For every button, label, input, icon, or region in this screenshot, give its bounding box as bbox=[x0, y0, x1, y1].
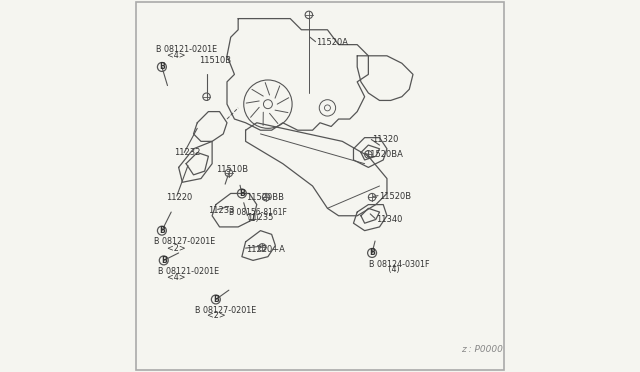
Text: B 08124-0301F: B 08124-0301F bbox=[369, 260, 429, 269]
Text: 11220+A: 11220+A bbox=[246, 245, 284, 254]
Text: <2>: <2> bbox=[162, 244, 186, 253]
Text: B: B bbox=[159, 62, 164, 71]
Text: 11510B: 11510B bbox=[216, 165, 249, 174]
Text: 11235: 11235 bbox=[248, 213, 274, 222]
Text: <2>: <2> bbox=[202, 311, 225, 320]
Text: 11220: 11220 bbox=[166, 193, 192, 202]
Text: (1): (1) bbox=[236, 214, 259, 223]
Text: 11520BB: 11520BB bbox=[246, 193, 284, 202]
Text: <4>: <4> bbox=[162, 273, 186, 282]
Text: B: B bbox=[213, 295, 219, 304]
Text: B 08156-8161F: B 08156-8161F bbox=[229, 208, 287, 217]
Text: B 08121-0201E: B 08121-0201E bbox=[156, 45, 218, 54]
Text: 11232: 11232 bbox=[174, 148, 200, 157]
Text: B: B bbox=[159, 226, 164, 235]
Text: B: B bbox=[369, 248, 375, 257]
Text: 11520B: 11520B bbox=[379, 192, 411, 201]
Text: 11520A: 11520A bbox=[316, 38, 348, 47]
Text: B 08121-0201E: B 08121-0201E bbox=[158, 267, 220, 276]
Text: B 08127-0201E: B 08127-0201E bbox=[154, 237, 216, 246]
Text: 11233: 11233 bbox=[209, 206, 235, 215]
Text: 11340: 11340 bbox=[376, 215, 402, 224]
Text: 11320: 11320 bbox=[372, 135, 399, 144]
Text: B 08127-0201E: B 08127-0201E bbox=[195, 306, 257, 315]
Text: B: B bbox=[161, 256, 166, 265]
Text: <4>: <4> bbox=[162, 51, 186, 60]
Text: 11510B: 11510B bbox=[199, 56, 231, 65]
Text: 11520BA: 11520BA bbox=[365, 150, 403, 159]
Text: z : P0000: z : P0000 bbox=[461, 345, 503, 354]
Text: B: B bbox=[239, 189, 244, 198]
Text: (4): (4) bbox=[376, 265, 399, 274]
